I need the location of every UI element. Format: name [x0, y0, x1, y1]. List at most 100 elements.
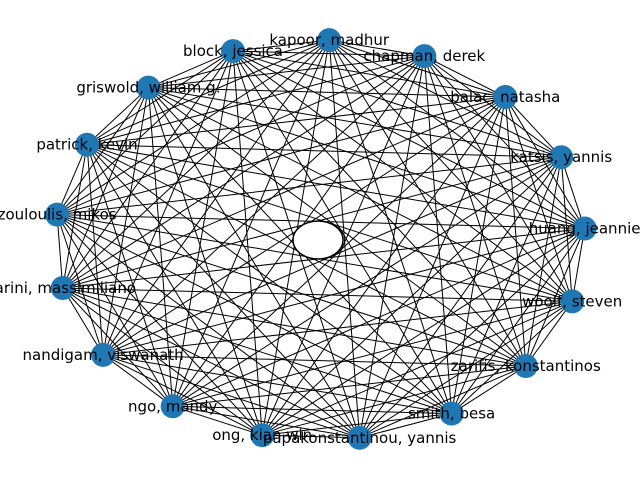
- node-label: griswold, william g.: [76, 79, 220, 97]
- edge: [56, 214, 526, 367]
- edge: [102, 354, 263, 436]
- edge: [261, 96, 506, 436]
- edge: [86, 144, 174, 407]
- edge: [359, 228, 585, 439]
- edge: [262, 365, 526, 436]
- edge: [103, 354, 526, 367]
- edge: [359, 96, 506, 438]
- graph-node: [572, 216, 597, 241]
- edge: [86, 96, 506, 146]
- edge: [62, 287, 526, 367]
- edge: [329, 39, 425, 57]
- edge: [148, 87, 506, 98]
- edge: [504, 96, 586, 229]
- edge: [62, 50, 234, 289]
- edge: [261, 228, 585, 436]
- edge: [62, 287, 263, 436]
- edge: [56, 214, 64, 289]
- edge: [172, 300, 573, 407]
- edge: [172, 365, 526, 407]
- edge: [62, 287, 452, 415]
- node-label: farini, massimiliano: [0, 279, 136, 297]
- edge: [56, 214, 174, 407]
- edge: [86, 50, 234, 146]
- graph-node: [493, 85, 518, 109]
- edge: [148, 55, 425, 89]
- edge: [424, 55, 562, 158]
- node-label: nandigam, viswanath: [23, 346, 184, 364]
- edge: [102, 50, 234, 356]
- edge: [56, 214, 104, 356]
- edge: [172, 96, 506, 407]
- edge: [62, 287, 573, 302]
- edge: [359, 413, 452, 439]
- edge: [62, 144, 88, 289]
- node-label: patrick, kevin: [36, 136, 137, 154]
- graph-node: [91, 342, 116, 367]
- graph-node: [160, 394, 185, 419]
- edge: [451, 228, 586, 414]
- edge: [56, 214, 452, 415]
- edge: [232, 50, 573, 302]
- edge: [328, 39, 573, 302]
- edge: [102, 55, 425, 356]
- edge: [359, 156, 562, 439]
- node-label: kapoor, madhur: [269, 31, 390, 49]
- edge: [86, 144, 562, 158]
- edge: [172, 405, 360, 439]
- graph-node: [347, 425, 372, 450]
- edge: [359, 56, 425, 438]
- edge: [56, 39, 330, 216]
- edge: [147, 87, 174, 407]
- edge: [102, 354, 173, 407]
- edge: [261, 55, 425, 436]
- edge: [232, 50, 425, 57]
- edge: [423, 55, 585, 229]
- node-label: ong, kian win: [212, 426, 312, 444]
- edge: [62, 87, 149, 289]
- edge: [328, 40, 361, 438]
- edge: [504, 96, 562, 158]
- node-label: ngo, mandy: [128, 397, 218, 415]
- graph-node: [250, 423, 275, 448]
- edge: [423, 55, 573, 302]
- edge: [62, 96, 506, 289]
- edge: [525, 301, 573, 367]
- edge: [451, 96, 506, 414]
- edge: [423, 56, 453, 414]
- edge: [328, 39, 562, 158]
- edge: [232, 50, 527, 367]
- edge: [62, 55, 425, 289]
- edge: [62, 287, 360, 439]
- graph-node: [549, 145, 574, 170]
- self-loop: [292, 220, 344, 260]
- edge: [262, 300, 573, 436]
- edge: [504, 96, 527, 367]
- edge: [329, 39, 506, 98]
- graph-node: [317, 28, 342, 53]
- graph-node: [221, 39, 245, 64]
- edge: [571, 228, 586, 302]
- edge: [359, 300, 573, 439]
- edge: [102, 87, 149, 355]
- edge: [172, 405, 263, 436]
- edge: [56, 144, 88, 215]
- edge: [86, 144, 104, 355]
- edge: [148, 87, 573, 302]
- edge: [232, 50, 562, 158]
- node-label: katsis, yannis: [510, 148, 612, 166]
- edge: [148, 39, 330, 89]
- edge: [423, 55, 527, 367]
- edge: [56, 214, 360, 439]
- edge: [62, 287, 104, 356]
- edge: [148, 50, 234, 89]
- edge: [102, 354, 360, 439]
- graph-node: [439, 401, 464, 426]
- edge: [56, 214, 263, 436]
- edge: [86, 55, 425, 146]
- edge: [328, 39, 527, 367]
- edge: [103, 300, 573, 356]
- edge: [86, 144, 263, 436]
- edge: [560, 157, 573, 302]
- edge: [451, 365, 527, 415]
